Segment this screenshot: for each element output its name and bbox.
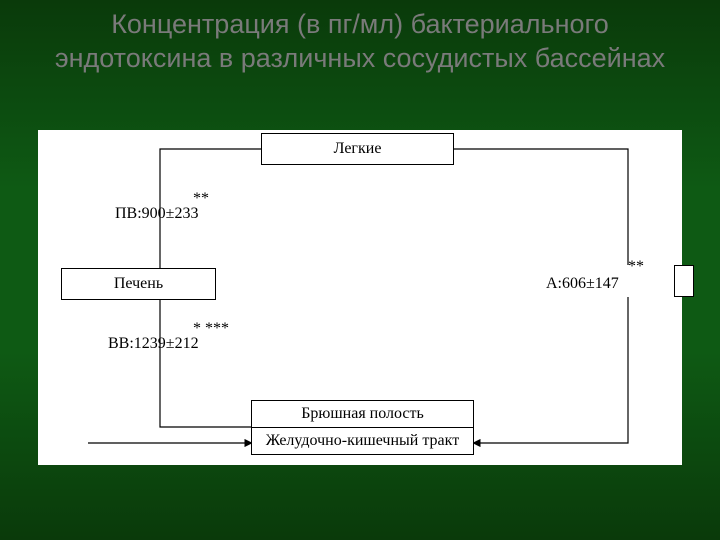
node-right-stub — [674, 265, 694, 297]
node-liver: Печень — [61, 268, 216, 300]
measurement-pv-stars: ** — [193, 190, 209, 208]
measurement-bb: ВВ:1239±212 — [108, 335, 199, 353]
node-liver-label: Печень — [114, 275, 163, 293]
diagram-canvas: Легкие Печень Брюшная полость Желудочно-… — [38, 130, 682, 465]
node-abdomen: Брюшная полость Желудочно-кишечный тракт — [251, 400, 474, 455]
node-abdomen-bottom: Желудочно-кишечный тракт — [252, 428, 473, 454]
slide: Концентрация (в пг/мл) бактериального эн… — [0, 0, 720, 540]
slide-title: Концентрация (в пг/мл) бактериального эн… — [0, 8, 720, 76]
measurement-a: А:606±147 — [546, 275, 619, 293]
node-abdomen-top: Брюшная полость — [252, 401, 473, 428]
measurement-bb-stars: * *** — [193, 320, 229, 338]
measurement-pv: ПВ:900±233 — [115, 205, 198, 223]
node-lungs: Легкие — [261, 133, 454, 165]
node-lungs-label: Легкие — [334, 140, 382, 158]
measurement-a-stars: ** — [628, 258, 644, 276]
